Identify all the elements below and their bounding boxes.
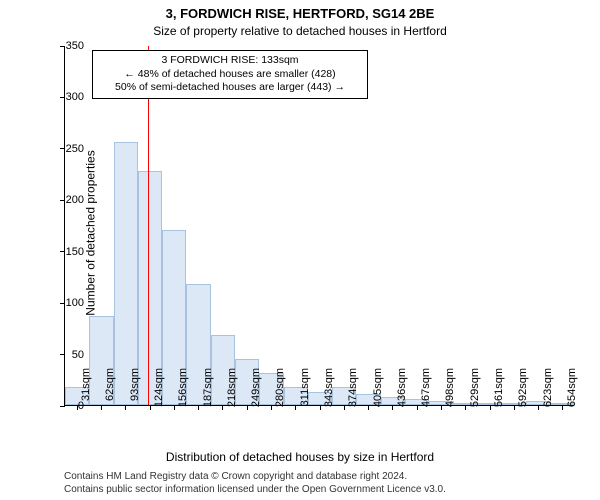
x-tick <box>441 405 442 410</box>
y-tick-label: 0 <box>44 400 84 412</box>
y-tick-label: 250 <box>44 143 84 155</box>
x-tick <box>490 405 491 410</box>
annotation-line: 50% of semi-detached houses are larger (… <box>99 81 361 95</box>
x-tick-label: 654sqm <box>566 368 578 418</box>
x-tick-label: 592sqm <box>517 368 529 418</box>
x-tick <box>295 405 296 410</box>
y-tick-label: 300 <box>44 91 84 103</box>
x-tick-label: 529sqm <box>469 368 481 418</box>
x-tick-label: 218sqm <box>226 368 238 418</box>
x-tick-label: 280sqm <box>274 368 286 418</box>
x-tick <box>368 405 369 410</box>
annotation-line: 3 FORDWICH RISE: 133sqm <box>99 54 361 68</box>
x-tick <box>101 405 102 410</box>
y-tick-label: 200 <box>44 194 84 206</box>
x-tick-label: 343sqm <box>323 368 335 418</box>
x-tick-label: 311sqm <box>299 368 311 418</box>
footer-line-2: Contains public sector information licen… <box>64 484 446 497</box>
x-tick-label: 623sqm <box>542 368 554 418</box>
x-tick-label: 405sqm <box>372 368 384 418</box>
chart-container: 3, FORDWICH RISE, HERTFORD, SG14 2BE Siz… <box>0 0 600 500</box>
x-tick <box>150 405 151 410</box>
x-tick <box>344 405 345 410</box>
x-tick <box>247 405 248 410</box>
x-tick <box>198 405 199 410</box>
chart-title-main: 3, FORDWICH RISE, HERTFORD, SG14 2BE <box>0 6 600 21</box>
x-tick <box>125 405 126 410</box>
x-tick <box>174 405 175 410</box>
y-tick-label: 100 <box>44 297 84 309</box>
x-tick-label: 436sqm <box>396 368 408 418</box>
x-tick <box>514 405 515 410</box>
x-tick-label: 249sqm <box>250 368 262 418</box>
x-tick-label: 156sqm <box>177 368 189 418</box>
x-tick <box>417 405 418 410</box>
x-tick-label: 467sqm <box>420 368 432 418</box>
footer-attribution: Contains HM Land Registry data © Crown c… <box>64 471 446 496</box>
annotation-line: ← 48% of detached houses are smaller (42… <box>99 68 361 82</box>
y-tick-label: 50 <box>44 349 84 361</box>
x-tick <box>465 405 466 410</box>
x-tick-label: 62sqm <box>104 368 116 418</box>
x-tick <box>222 405 223 410</box>
x-tick-label: 561sqm <box>493 368 505 418</box>
chart-title-sub: Size of property relative to detached ho… <box>0 24 600 38</box>
x-tick-label: 374sqm <box>347 368 359 418</box>
y-tick-label: 150 <box>44 246 84 258</box>
x-tick <box>320 405 321 410</box>
x-tick-label: 124sqm <box>153 368 165 418</box>
y-tick-label: 350 <box>44 40 84 52</box>
x-tick <box>538 405 539 410</box>
x-axis-label: Distribution of detached houses by size … <box>0 450 600 464</box>
x-tick-label: 93sqm <box>129 368 141 418</box>
annotation-box: 3 FORDWICH RISE: 133sqm← 48% of detached… <box>92 50 368 99</box>
x-tick <box>271 405 272 410</box>
histogram-bar <box>114 142 138 405</box>
x-tick-label: 31sqm <box>80 368 92 418</box>
x-tick-label: 187sqm <box>202 368 214 418</box>
x-tick <box>562 405 563 410</box>
footer-line-1: Contains HM Land Registry data © Crown c… <box>64 471 446 484</box>
x-tick <box>392 405 393 410</box>
plot-area <box>64 46 574 406</box>
reference-line <box>148 46 149 405</box>
x-tick-label: 498sqm <box>444 368 456 418</box>
